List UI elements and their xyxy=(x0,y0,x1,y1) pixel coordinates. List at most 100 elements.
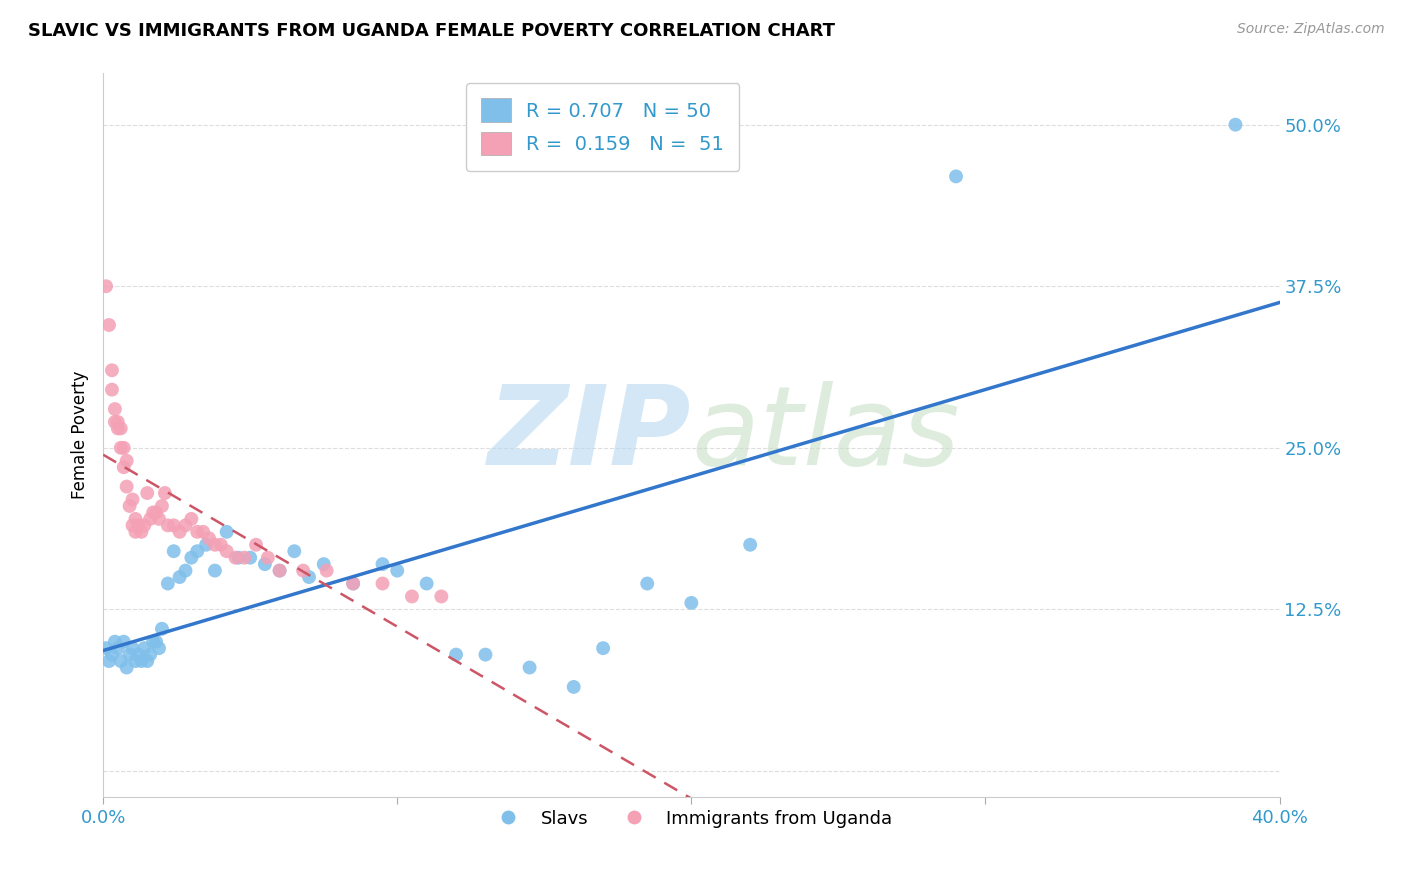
Point xyxy=(1225,118,1247,132)
Point xyxy=(110,654,132,668)
Point xyxy=(156,518,179,533)
Point xyxy=(101,363,124,377)
Point xyxy=(118,648,141,662)
Point xyxy=(145,505,167,519)
Point xyxy=(562,680,585,694)
Point xyxy=(681,596,703,610)
Point xyxy=(198,531,221,545)
Point xyxy=(112,634,135,648)
Point xyxy=(312,557,335,571)
Point xyxy=(191,524,214,539)
Point xyxy=(127,518,149,533)
Point xyxy=(94,279,117,293)
Point xyxy=(204,538,226,552)
Point xyxy=(124,524,146,539)
Point xyxy=(215,544,238,558)
Point xyxy=(387,564,409,578)
Point xyxy=(371,576,394,591)
Point xyxy=(150,622,173,636)
Point xyxy=(115,479,138,493)
Legend: Slavs, Immigrants from Uganda: Slavs, Immigrants from Uganda xyxy=(484,803,900,835)
Point xyxy=(519,660,541,674)
Point xyxy=(107,641,129,656)
Point xyxy=(121,492,143,507)
Point xyxy=(94,641,117,656)
Y-axis label: Female Poverty: Female Poverty xyxy=(72,371,89,499)
Point xyxy=(945,169,967,184)
Text: atlas: atlas xyxy=(692,382,960,489)
Point xyxy=(239,550,262,565)
Point xyxy=(169,570,191,584)
Point xyxy=(153,486,176,500)
Point xyxy=(136,654,159,668)
Point xyxy=(224,550,246,565)
Point xyxy=(139,512,162,526)
Point xyxy=(124,654,146,668)
Point xyxy=(112,460,135,475)
Point xyxy=(283,544,305,558)
Point xyxy=(134,641,156,656)
Point xyxy=(131,524,153,539)
Point xyxy=(180,512,202,526)
Point xyxy=(115,660,138,674)
Point xyxy=(98,654,121,668)
Point xyxy=(131,654,153,668)
Point xyxy=(169,524,191,539)
Point xyxy=(142,505,165,519)
Point xyxy=(98,318,121,332)
Point xyxy=(107,415,129,429)
Point xyxy=(245,538,267,552)
Point xyxy=(740,538,762,552)
Point xyxy=(136,486,159,500)
Point xyxy=(215,524,238,539)
Point xyxy=(592,641,614,656)
Point xyxy=(145,634,167,648)
Point xyxy=(142,634,165,648)
Point xyxy=(186,524,208,539)
Point xyxy=(186,544,208,558)
Point xyxy=(134,518,156,533)
Point xyxy=(315,564,337,578)
Point xyxy=(127,648,149,662)
Point xyxy=(342,576,364,591)
Point xyxy=(228,550,250,565)
Point xyxy=(107,421,129,435)
Point xyxy=(139,648,162,662)
Point xyxy=(101,383,124,397)
Point xyxy=(342,576,364,591)
Point xyxy=(118,499,141,513)
Point xyxy=(371,557,394,571)
Point xyxy=(104,415,127,429)
Point xyxy=(110,421,132,435)
Point xyxy=(209,538,232,552)
Point xyxy=(256,550,278,565)
Point xyxy=(195,538,218,552)
Point xyxy=(174,518,197,533)
Point xyxy=(148,641,170,656)
Point xyxy=(401,590,423,604)
Point xyxy=(124,512,146,526)
Point xyxy=(292,564,315,578)
Point xyxy=(163,518,186,533)
Point xyxy=(269,564,291,578)
Point xyxy=(121,518,143,533)
Point xyxy=(636,576,658,591)
Point xyxy=(112,441,135,455)
Point xyxy=(253,557,276,571)
Point xyxy=(121,641,143,656)
Point xyxy=(148,512,170,526)
Text: SLAVIC VS IMMIGRANTS FROM UGANDA FEMALE POVERTY CORRELATION CHART: SLAVIC VS IMMIGRANTS FROM UGANDA FEMALE … xyxy=(28,22,835,40)
Point xyxy=(110,441,132,455)
Point xyxy=(101,648,124,662)
Point xyxy=(156,576,179,591)
Point xyxy=(298,570,321,584)
Point xyxy=(269,564,291,578)
Point xyxy=(150,499,173,513)
Point xyxy=(430,590,453,604)
Point xyxy=(115,454,138,468)
Point xyxy=(104,634,127,648)
Point xyxy=(444,648,467,662)
Text: Source: ZipAtlas.com: Source: ZipAtlas.com xyxy=(1237,22,1385,37)
Point xyxy=(474,648,496,662)
Point xyxy=(233,550,256,565)
